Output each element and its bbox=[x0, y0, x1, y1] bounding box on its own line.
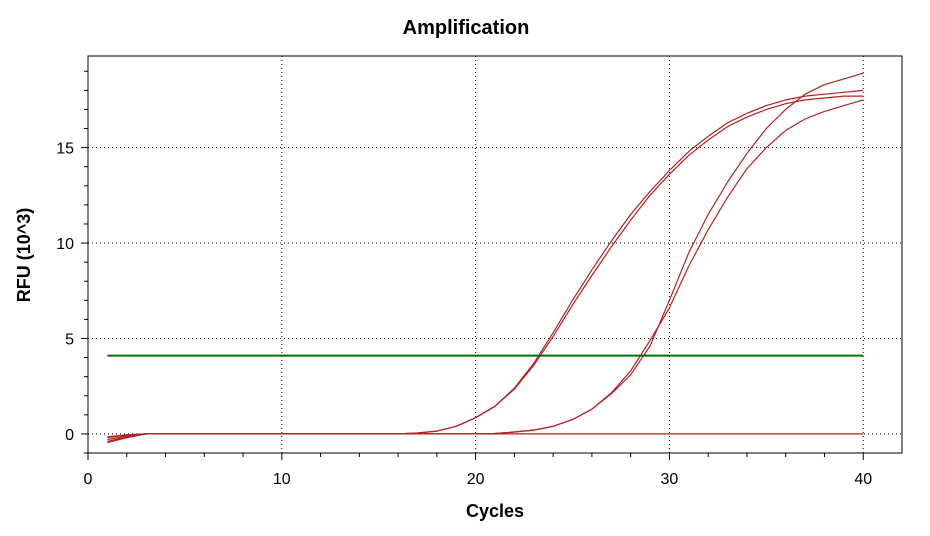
x-axis-ticks: 0 10 20 30 40 bbox=[84, 453, 872, 488]
x-tick-label-0: 0 bbox=[84, 471, 93, 488]
x-axis-label: Cycles bbox=[466, 501, 524, 521]
chart-title: Amplification bbox=[403, 17, 530, 39]
x-tick-label-1: 10 bbox=[273, 471, 291, 488]
y-tick-label-0: 0 bbox=[65, 427, 74, 444]
y-tick-label-1: 5 bbox=[65, 331, 74, 348]
y-tick-label-2: 10 bbox=[56, 236, 74, 253]
y-axis-label: RFU (10^3) bbox=[14, 208, 34, 303]
x-tick-label-2: 20 bbox=[467, 471, 485, 488]
x-tick-label-4: 40 bbox=[854, 471, 872, 488]
plot-area bbox=[87, 55, 903, 454]
amplification-curves bbox=[107, 72, 864, 444]
amplification-curve-5 bbox=[107, 433, 864, 438]
y-axis-ticks: 0 5 10 15 bbox=[56, 141, 88, 444]
minor-ticks bbox=[84, 70, 825, 457]
y-tick-label-3: 15 bbox=[56, 141, 74, 158]
x-tick-label-3: 30 bbox=[661, 471, 679, 488]
